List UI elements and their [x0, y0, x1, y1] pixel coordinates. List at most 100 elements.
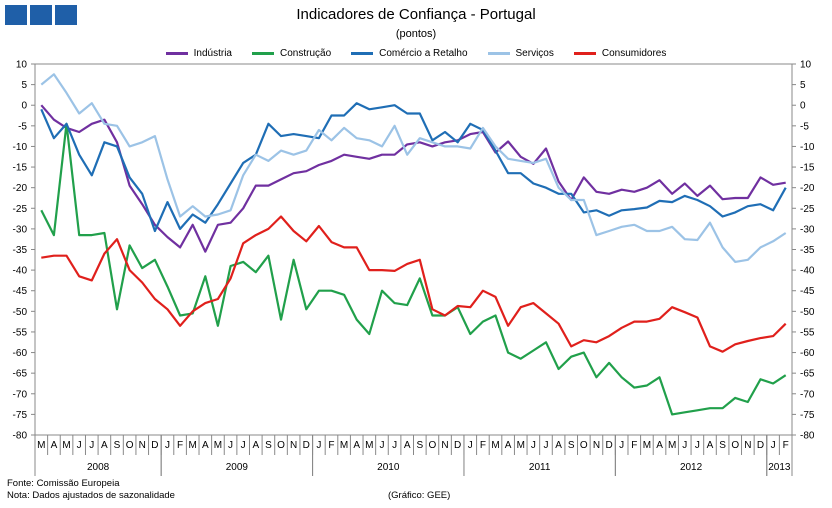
y-tick-label-right: -50 — [800, 307, 815, 318]
legend-swatch — [487, 52, 510, 55]
month-label: A — [505, 440, 512, 451]
legend-label: Serviços — [515, 48, 554, 59]
series-line-construcao — [40, 122, 787, 416]
month-label: S — [114, 440, 121, 451]
y-tick-label-left: -55 — [13, 327, 28, 338]
year-label: 2009 — [226, 462, 249, 473]
month-label: J — [241, 440, 246, 451]
legend-item: Consumidores — [573, 48, 667, 59]
month-label: N — [139, 440, 146, 451]
month-label: A — [51, 440, 58, 451]
y-tick-label-right: -45 — [800, 286, 815, 297]
month-label: O — [429, 440, 437, 451]
y-tick-label-left: -60 — [13, 348, 28, 359]
series-line-consumidores — [41, 215, 787, 353]
y-tick-label-right: -60 — [800, 348, 815, 359]
month-label: D — [151, 440, 158, 451]
month-label: J — [228, 440, 233, 451]
month-label: F — [631, 440, 637, 451]
month-label: J — [316, 440, 321, 451]
y-tick-label-right: -40 — [800, 266, 815, 277]
y-tick-label-left: -25 — [13, 204, 28, 215]
y-tick-label-right: -35 — [800, 245, 815, 256]
y-tick-label-right: -80 — [800, 431, 815, 442]
month-label: M — [214, 440, 222, 451]
y-tick-label-right: -25 — [800, 204, 815, 215]
month-label: O — [731, 440, 739, 451]
y-tick-label-left: -15 — [13, 163, 28, 174]
y-tick-label-right: -30 — [800, 224, 815, 235]
month-label: J — [543, 440, 548, 451]
month-label: O — [580, 440, 588, 451]
year-label: 2010 — [377, 462, 400, 473]
month-label: M — [37, 440, 45, 451]
y-tick-label-right: -10 — [800, 142, 815, 153]
month-label: N — [744, 440, 751, 451]
series-line-industria — [40, 104, 786, 253]
month-label: M — [365, 440, 373, 451]
month-label: J — [89, 440, 94, 451]
year-label: 2011 — [529, 462, 551, 473]
y-tick-label-left: -10 — [13, 142, 28, 153]
y-tick-label-left: -5 — [18, 121, 27, 132]
y-tick-label-right: -55 — [800, 327, 815, 338]
month-label: M — [340, 440, 348, 451]
month-label: M — [62, 440, 70, 451]
y-tick-label-left: -50 — [13, 307, 28, 318]
adjustment-note: Nota: Dados ajustados de sazonalidade — [7, 490, 175, 501]
y-tick-label-left: -80 — [13, 431, 28, 442]
month-label: D — [757, 440, 764, 451]
plot-area — [34, 63, 793, 436]
month-label: S — [416, 440, 423, 451]
month-label: J — [682, 440, 687, 451]
month-label: A — [707, 440, 714, 451]
logo-square-1 — [5, 5, 27, 25]
y-tick-label-left: 10 — [16, 60, 28, 71]
y-tick-label-right: -5 — [800, 121, 809, 132]
month-label: A — [252, 440, 259, 451]
month-label: J — [77, 440, 82, 451]
month-label: S — [265, 440, 272, 451]
y-tick-label-left: 5 — [21, 80, 27, 91]
y-tick-label-left: -20 — [13, 183, 28, 194]
month-label: A — [202, 440, 209, 451]
month-label: M — [517, 440, 525, 451]
y-tick-label-right: 5 — [800, 80, 806, 91]
y-tick-label-left: -40 — [13, 266, 28, 277]
legend-label: Consumidores — [601, 48, 667, 59]
y-tick-label-right: -15 — [800, 163, 815, 174]
month-label: F — [177, 440, 183, 451]
legend-swatch — [573, 52, 596, 55]
legend-label: Comércio a Retalho — [379, 48, 468, 59]
year-label: 2013 — [768, 462, 791, 473]
month-label: F — [480, 440, 486, 451]
month-label: J — [619, 440, 624, 451]
legend-item: Indústria — [165, 48, 232, 59]
y-tick-label-right: -20 — [800, 183, 815, 194]
logo-square-2 — [30, 5, 52, 25]
month-label: M — [491, 440, 499, 451]
legend-item: Construção — [252, 48, 331, 59]
y-tick-label-left: -35 — [13, 245, 28, 256]
y-tick-label-left: 0 — [21, 101, 27, 112]
legend-item: Serviços — [487, 48, 554, 59]
month-label: A — [656, 440, 663, 451]
month-label: F — [328, 440, 334, 451]
y-tick-label-right: -65 — [800, 369, 815, 380]
month-label: D — [454, 440, 461, 451]
month-label: M — [668, 440, 676, 451]
month-label: J — [468, 440, 473, 451]
month-label: J — [695, 440, 700, 451]
month-label: N — [290, 440, 297, 451]
series-line-servicos — [40, 73, 787, 263]
month-label: D — [605, 440, 612, 451]
month-label: S — [568, 440, 575, 451]
source-note: Fonte: Comissão Europeia — [7, 478, 120, 489]
legend-swatch — [165, 52, 188, 55]
y-tick-label-left: -30 — [13, 224, 28, 235]
legend-item: Comércio a Retalho — [351, 48, 468, 59]
logo-square-3 — [55, 5, 77, 25]
chart-legend: Indústria Construção Comércio a Retalho Ser… — [0, 48, 832, 59]
y-tick-label-left: -45 — [13, 286, 28, 297]
month-label: F — [783, 440, 789, 451]
